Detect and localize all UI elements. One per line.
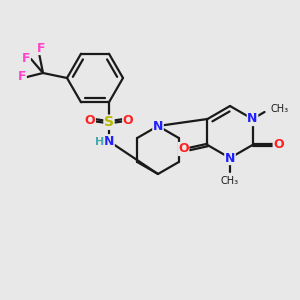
Text: S: S [104,115,114,129]
Text: CH₃: CH₃ [271,104,289,114]
Text: O: O [273,139,284,152]
Text: N: N [225,152,235,164]
Text: CH₃: CH₃ [221,176,239,186]
Text: F: F [22,52,30,65]
Text: O: O [178,142,189,155]
Text: F: F [37,41,45,55]
Text: H: H [95,137,105,147]
Text: N: N [247,112,258,125]
Text: N: N [104,135,114,148]
Text: F: F [18,70,26,83]
Text: N: N [153,119,163,133]
Text: O: O [123,114,133,127]
Text: O: O [85,114,95,127]
